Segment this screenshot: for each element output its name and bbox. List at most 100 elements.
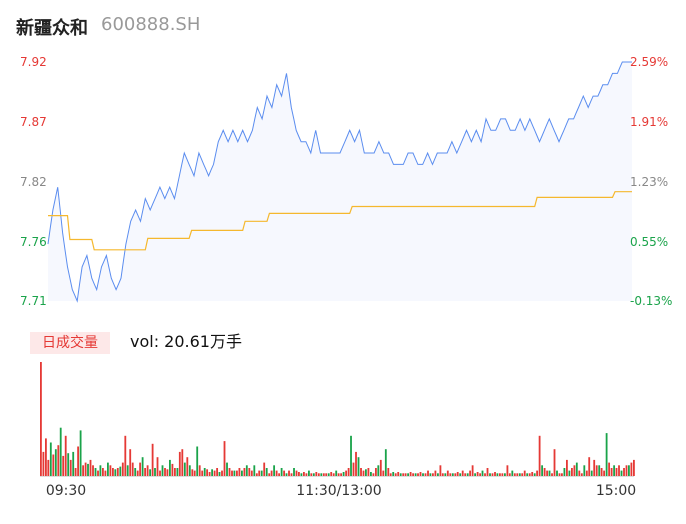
volume-bar	[427, 470, 429, 476]
volume-bar	[312, 473, 315, 476]
volume-bar	[466, 473, 469, 476]
volume-bar	[491, 473, 494, 476]
volume-bar	[114, 469, 117, 476]
volume-bar	[310, 473, 313, 476]
volume-bar	[370, 472, 372, 476]
volume-bar	[109, 465, 112, 476]
volume-bar	[481, 470, 484, 476]
volume-bar	[444, 473, 447, 476]
volume-bar	[479, 473, 482, 476]
volume-bar	[484, 473, 486, 476]
volume-bar	[154, 468, 156, 476]
volume-bar	[546, 470, 549, 476]
volume-bar	[439, 465, 442, 476]
volume-bar	[347, 468, 350, 476]
volume-bar	[379, 459, 382, 476]
volume-readout: vol: 20.61万手	[130, 332, 242, 351]
volume-bar	[270, 470, 273, 476]
volume-bar	[630, 462, 633, 476]
volume-bar	[112, 468, 114, 476]
volume-bar	[273, 465, 276, 476]
volume-bar	[342, 472, 345, 476]
volume-bar	[613, 465, 616, 476]
volume-bar	[422, 473, 424, 476]
volume-bar	[543, 468, 546, 476]
volume-bar	[471, 465, 474, 476]
volume-bar	[141, 457, 144, 476]
volume-bar	[57, 445, 60, 476]
y-tick-left: 7.87	[20, 115, 47, 129]
volume-bar	[171, 463, 174, 476]
volume-bar	[437, 473, 439, 476]
volume-bar	[169, 459, 171, 476]
volume-bar	[461, 470, 464, 476]
volume-bar	[322, 473, 325, 476]
volume-bar	[164, 468, 166, 476]
volume-bar	[521, 473, 524, 476]
volume-bar	[551, 473, 553, 476]
volume-bar	[330, 472, 333, 476]
volume-bar	[79, 430, 82, 476]
volume-bar	[218, 472, 221, 476]
volume-bar	[377, 465, 380, 476]
volume-bar	[186, 457, 189, 476]
volume-bar	[156, 457, 159, 476]
volume-bar	[595, 465, 598, 476]
volume-bar	[384, 449, 387, 476]
y-tick-left: 7.71	[20, 294, 47, 308]
volume-bar	[181, 449, 184, 476]
volume-bar	[134, 468, 137, 476]
volume-bar	[558, 473, 561, 476]
volume-bar	[464, 473, 467, 476]
volume-bar	[203, 468, 206, 476]
volume-bar	[280, 468, 283, 476]
volume-bar	[350, 435, 352, 476]
volume-bar	[526, 473, 529, 476]
volume-bar	[201, 470, 204, 476]
volume-bar	[226, 462, 228, 476]
volume-bar	[402, 473, 405, 476]
volume-bar	[459, 473, 462, 476]
price-line	[47, 61, 632, 303]
price-area	[48, 62, 632, 301]
volume-bar	[501, 473, 504, 476]
volume-bar	[578, 470, 581, 476]
volume-bar	[494, 472, 496, 476]
volume-bar	[288, 470, 290, 476]
volume-bar	[561, 473, 563, 476]
volume-bar	[161, 465, 164, 476]
volume-bar	[99, 465, 102, 476]
volume-bar	[119, 466, 122, 476]
volume-tag[interactable]: 日成交量	[30, 332, 110, 354]
volume-bar	[469, 470, 472, 476]
volume-bar	[573, 465, 576, 476]
volume-bar	[623, 468, 625, 476]
volume-bar	[563, 468, 566, 476]
volume-bar	[357, 457, 360, 476]
volume-bar	[449, 473, 452, 476]
volume-bar	[451, 473, 454, 476]
volume-bar	[337, 473, 340, 476]
volume-bar	[474, 473, 477, 476]
volume-bar	[419, 472, 422, 476]
volume-bar	[394, 473, 397, 476]
volume-bar	[102, 468, 104, 476]
volume-bar	[191, 469, 194, 476]
volume-bar	[221, 470, 223, 476]
volume-bar	[241, 470, 243, 476]
y-tick-right: 1.23%	[630, 175, 668, 189]
volume-bar	[417, 473, 419, 476]
volume-bar	[508, 473, 511, 476]
volume-bar	[345, 470, 348, 476]
volume-bar	[144, 468, 147, 476]
volume-bar	[206, 469, 209, 476]
volume-bar	[434, 470, 437, 476]
volume-bar	[250, 470, 253, 476]
volume-bar	[618, 465, 620, 476]
volume-bar	[610, 468, 613, 476]
volume-bar	[248, 468, 251, 476]
volume-bar	[412, 473, 415, 476]
volume-bar	[387, 468, 390, 476]
volume-bar	[389, 473, 392, 476]
y-tick-left: 7.76	[20, 235, 47, 249]
